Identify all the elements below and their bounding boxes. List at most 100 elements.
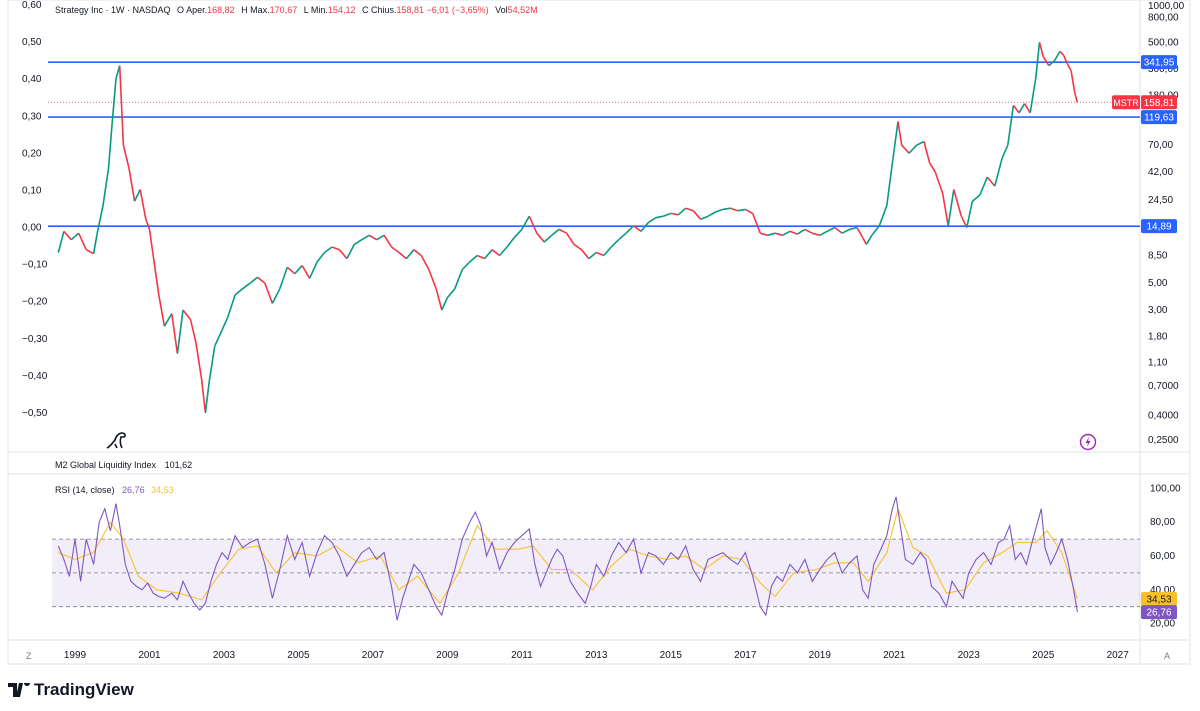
price-segment xyxy=(200,379,207,413)
rsi-ma-legend-value: 34,53 xyxy=(151,485,174,495)
price-segment xyxy=(92,232,99,254)
rsi-value-badge[interactable] xyxy=(1141,605,1177,620)
level-price-badge[interactable] xyxy=(1141,110,1177,125)
price-segment xyxy=(648,217,657,224)
price-segment xyxy=(398,251,407,260)
time-axis-tick-label: 2007 xyxy=(362,650,385,661)
rsi-ma-line xyxy=(58,506,1078,605)
price-segment xyxy=(1034,42,1041,79)
symbol-title[interactable]: Strategy Inc · 1W · NASDAQ xyxy=(55,5,171,15)
corner-left-label[interactable]: Z xyxy=(26,651,32,661)
price-segment xyxy=(789,230,798,235)
price-segment xyxy=(316,252,326,263)
level-price-badge[interactable] xyxy=(1141,55,1177,70)
volume-prefix: Vol xyxy=(495,5,508,15)
price-segment xyxy=(953,189,963,217)
price-segment xyxy=(1070,70,1076,94)
left-axis-tick-label: 0,00 xyxy=(22,223,42,234)
price-segment xyxy=(759,232,768,237)
price-segment xyxy=(219,317,229,335)
lightning-icon[interactable] xyxy=(1079,433,1097,451)
price-segment xyxy=(461,261,471,271)
rsi-ma-badge-text: 34,53 xyxy=(1146,595,1171,606)
price-segment xyxy=(189,319,197,344)
price-segment xyxy=(934,171,944,194)
price-segment xyxy=(986,176,996,187)
price-segment xyxy=(565,232,575,245)
price-segment xyxy=(1012,104,1020,114)
price-segment xyxy=(361,234,370,241)
low-value: 154,12 xyxy=(327,5,356,15)
price-segment xyxy=(294,265,303,275)
high-value: 170,67 xyxy=(269,5,298,15)
price-segment xyxy=(483,249,493,260)
price-segment xyxy=(376,234,385,241)
price-segment xyxy=(916,140,925,146)
level-price-badge[interactable] xyxy=(1141,219,1177,234)
rsi-value-badge-text: 26,76 xyxy=(1146,608,1171,619)
price-segment xyxy=(819,230,828,237)
price-segment xyxy=(1074,92,1079,103)
time-axis-tick-label: 2003 xyxy=(213,650,236,661)
price-segment xyxy=(118,65,125,146)
price-segment xyxy=(861,237,868,245)
time-axis-tick-label: 2013 xyxy=(585,650,608,661)
price-segment xyxy=(148,229,154,256)
price-segment xyxy=(420,255,430,270)
symbol-badge-text: MSTR xyxy=(1113,98,1139,108)
current-price-badge[interactable] xyxy=(1141,95,1177,110)
price-segment xyxy=(441,297,449,311)
price-segment xyxy=(111,78,117,122)
price-segment xyxy=(476,254,485,260)
right-axis-tick-label: 70,00 xyxy=(1148,140,1173,151)
price-segment xyxy=(849,226,858,231)
price-segment xyxy=(558,228,567,234)
dinosaur-icon[interactable] xyxy=(105,430,127,450)
right-axis-tick-label: 3,00 xyxy=(1148,305,1168,316)
price-segment xyxy=(1023,103,1031,114)
chart-frame xyxy=(7,0,1191,665)
price-segment xyxy=(249,276,258,284)
price-segment xyxy=(163,313,173,327)
price-segment xyxy=(715,208,724,213)
left-axis-tick-label: 0,50 xyxy=(22,37,42,48)
corner-right-label[interactable]: A xyxy=(1164,651,1171,661)
rsi-line xyxy=(57,496,1078,621)
rsi-legend[interactable]: RSI (14, close) 26,76 34,53 xyxy=(55,485,174,495)
time-axis-tick-label: 2009 xyxy=(436,650,459,661)
price-segment xyxy=(1001,144,1009,159)
price-segment xyxy=(744,208,754,215)
price-segment xyxy=(195,342,203,380)
symbol-badge[interactable] xyxy=(1112,95,1140,110)
open-label: O xyxy=(177,5,185,15)
price-segment xyxy=(286,266,296,275)
tradingview-logo[interactable]: TradingView xyxy=(8,680,134,700)
price-segment xyxy=(338,249,348,260)
left-axis-tick-label: 0,60 xyxy=(22,0,42,11)
price-segment xyxy=(331,246,340,251)
high-prefix: Max. xyxy=(250,5,270,15)
price-segment xyxy=(767,232,776,237)
price-segment xyxy=(491,249,500,257)
price-segment xyxy=(685,207,694,212)
price-segment xyxy=(603,246,612,257)
price-segment xyxy=(301,265,311,279)
price-segment xyxy=(655,215,664,219)
price-segment xyxy=(633,225,642,232)
rsi-axis-tick-label: 40,00 xyxy=(1150,585,1175,596)
price-segment xyxy=(102,168,110,206)
high-label: H xyxy=(241,5,248,15)
chart-header: Strategy Inc · 1W · NASDAQ O Aper.168,82… xyxy=(55,5,538,15)
rsi-ma-badge[interactable] xyxy=(1141,592,1177,607)
price-segment xyxy=(722,207,731,211)
price-segment xyxy=(346,244,356,259)
m2-legend[interactable]: M2 Global Liquidity Index 101,62 xyxy=(55,460,192,470)
price-segment xyxy=(139,189,147,220)
price-segment xyxy=(77,232,87,251)
price-segment xyxy=(941,192,949,226)
price-segment xyxy=(700,215,709,220)
tradingview-logo-text: TradingView xyxy=(34,680,134,699)
price-segment xyxy=(1066,63,1072,72)
price-segment xyxy=(796,228,806,235)
